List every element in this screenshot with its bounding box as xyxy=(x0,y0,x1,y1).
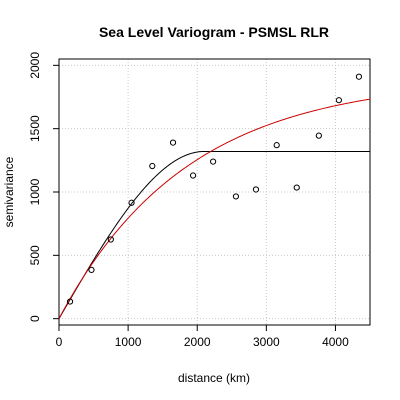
data-point-2 xyxy=(107,236,114,243)
x-axis: 0 1000 2000 3000 4000 xyxy=(56,325,349,349)
data-point-11 xyxy=(293,184,300,191)
data-point-5 xyxy=(169,139,177,146)
y-tick-label-2: 1000 xyxy=(28,178,42,205)
x-axis-label: distance (km) xyxy=(178,371,250,385)
x-tick-label-1: 1000 xyxy=(115,335,142,349)
y-tick-label-3: 1500 xyxy=(28,115,42,142)
data-point-8 xyxy=(232,193,240,200)
data-point-10 xyxy=(273,142,280,149)
x-tick-label-0: 0 xyxy=(56,335,63,349)
fitted-curves xyxy=(58,98,371,319)
y-tick-label-4: 2000 xyxy=(28,52,42,79)
data-point-4 xyxy=(149,162,156,170)
grid xyxy=(58,59,370,325)
chart-title: Sea Level Variogram - PSMSL RLR xyxy=(99,24,329,40)
data-point-7 xyxy=(210,158,217,165)
fitted-curve-spherical xyxy=(58,150,370,319)
y-tick-label-0: 0 xyxy=(28,315,42,322)
data-points xyxy=(66,73,363,305)
data-point-14 xyxy=(355,73,363,80)
data-point-6 xyxy=(189,172,197,179)
y-axis: 0 500 1000 1500 2000 xyxy=(28,52,59,322)
data-point-9 xyxy=(252,186,260,193)
y-axis-label: semivariance xyxy=(2,156,16,227)
x-tick-label-4: 4000 xyxy=(322,335,349,349)
data-point-0 xyxy=(66,298,74,305)
data-point-12 xyxy=(315,132,322,139)
x-tick-label-2: 2000 xyxy=(184,335,211,349)
data-point-13 xyxy=(335,97,342,104)
fitted-curve-exponential xyxy=(58,98,371,319)
data-point-3 xyxy=(128,199,135,206)
y-tick-label-1: 500 xyxy=(28,245,42,265)
x-tick-label-3: 3000 xyxy=(253,335,280,349)
data-point-1 xyxy=(88,266,95,273)
